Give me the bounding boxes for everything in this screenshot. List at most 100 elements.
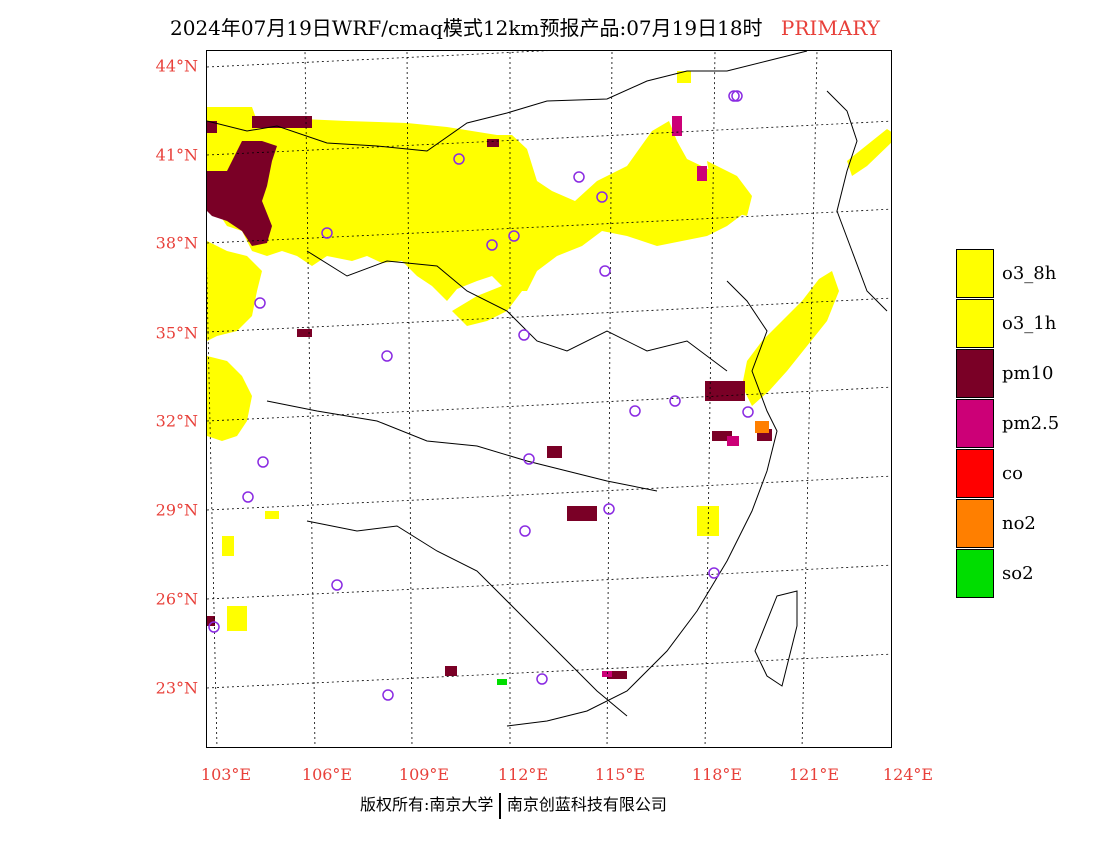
legend-swatch — [956, 249, 994, 298]
taiwan-outline — [754, 590, 798, 687]
legend-label: pm10 — [1002, 363, 1054, 384]
o3-region-southwest — [207, 356, 252, 441]
lon-label-118: 118°E — [691, 765, 743, 784]
pm10-patch-6 — [607, 671, 627, 679]
meridian-106 — [304, 51, 316, 747]
boundary-inner-1 — [306, 250, 728, 372]
o3-patch-3 — [222, 536, 234, 556]
station-marker — [257, 456, 269, 468]
o3-patch-5 — [677, 71, 691, 83]
lon-label-121: 121°E — [788, 765, 840, 784]
station-marker — [486, 239, 498, 251]
pm25-patch-1 — [672, 116, 682, 136]
o3-region-east-coast — [742, 271, 839, 406]
o3-region-shanxi-south — [452, 286, 522, 326]
meridian-115 — [606, 51, 613, 747]
pm25-patch-4 — [602, 671, 612, 677]
primary-tag: PRIMARY — [780, 16, 880, 40]
legend-label: pm2.5 — [1002, 413, 1060, 434]
pm10-patch-10 — [207, 616, 215, 626]
boundaries — [207, 51, 888, 727]
boundary-inner-3 — [306, 520, 628, 717]
pm10-patch-1 — [705, 381, 745, 401]
station-marker — [381, 350, 393, 362]
map-canvas — [207, 51, 891, 747]
parallel-44 — [207, 51, 548, 68]
lat-label-44: 44°N — [155, 56, 198, 76]
station-marker — [242, 491, 254, 503]
pm10-region-north-west — [207, 141, 277, 246]
lon-label-103: 103°E — [200, 765, 252, 784]
pm10-patch-nw — [207, 121, 217, 133]
pm10-patch-3 — [567, 506, 597, 521]
pm10-patch-7 — [445, 666, 457, 676]
o3-region-north — [207, 107, 747, 301]
pm10-patch-top — [252, 116, 312, 128]
station-marker — [208, 621, 220, 633]
station-marker — [523, 453, 535, 465]
station-marker — [603, 503, 615, 515]
pm25-patch-2 — [697, 166, 707, 181]
title-text: 2024年07月19日WRF/cmaq模式12km预报产品:07月19日18时 — [170, 16, 763, 40]
company-text: 南京创蓝科技有限公司 — [506, 795, 667, 814]
no2-patch — [755, 421, 769, 433]
meridian-121 — [801, 51, 818, 747]
map-area — [206, 50, 892, 748]
o3-region-korea — [847, 129, 891, 176]
pm10-patch-9 — [487, 139, 499, 147]
legend-swatch — [956, 449, 994, 498]
legend-swatch — [956, 399, 994, 448]
pm25-regions — [602, 116, 739, 677]
legend-label: no2 — [1002, 513, 1036, 534]
legend-swatch — [956, 299, 994, 348]
legend-label: o3_8h — [1002, 263, 1057, 284]
station-marker — [629, 405, 641, 417]
legend-label: o3_1h — [1002, 313, 1057, 334]
o3-patch-4 — [265, 511, 279, 519]
lat-label-38: 38°N — [155, 233, 198, 253]
boundary-inner-2 — [266, 400, 658, 492]
lon-label-106: 106°E — [301, 765, 353, 784]
pm25-patch-3 — [727, 436, 739, 446]
station-marker — [599, 265, 611, 277]
footer-separator — [499, 792, 501, 819]
lat-label-26: 26°N — [155, 589, 198, 609]
station-marker — [519, 525, 531, 537]
lon-label-115: 115°E — [594, 765, 646, 784]
station-marker — [708, 567, 720, 579]
station-marker — [573, 171, 585, 183]
station-marker — [254, 297, 266, 309]
pm10-patch-5 — [297, 329, 312, 337]
station-marker — [536, 673, 548, 685]
lon-label-124: 124°E — [882, 765, 934, 784]
legend-swatch — [956, 549, 994, 598]
meridian-118 — [704, 51, 716, 747]
coastline-east — [506, 280, 778, 727]
lat-label-35: 35°N — [155, 323, 198, 343]
station-markers — [208, 90, 754, 701]
pm10-patch-2 — [712, 431, 732, 441]
o3-region-west — [207, 241, 262, 341]
korea-coast — [826, 90, 888, 312]
parallel-29 — [207, 475, 891, 511]
station-marker — [331, 579, 343, 591]
station-marker — [382, 689, 394, 701]
footer: 版权所有:南京大学 南京创蓝科技有限公司 — [360, 791, 667, 819]
parallel-26 — [207, 564, 891, 600]
station-marker — [731, 90, 743, 102]
o3-patch-1 — [227, 606, 247, 631]
boundary-north — [207, 51, 808, 152]
legend-label: co — [1002, 463, 1023, 484]
legend-swatch — [956, 499, 994, 548]
station-marker — [728, 90, 740, 102]
station-marker — [453, 153, 465, 165]
station-marker — [596, 191, 608, 203]
o3-patch-2 — [697, 506, 719, 536]
lat-label-23: 23°N — [155, 678, 198, 698]
legend-swatch — [956, 349, 994, 398]
station-marker — [742, 406, 754, 418]
lat-label-41: 41°N — [155, 145, 198, 165]
lon-label-109: 109°E — [398, 765, 450, 784]
station-marker — [669, 395, 681, 407]
pm10-patch-8 — [547, 446, 562, 458]
